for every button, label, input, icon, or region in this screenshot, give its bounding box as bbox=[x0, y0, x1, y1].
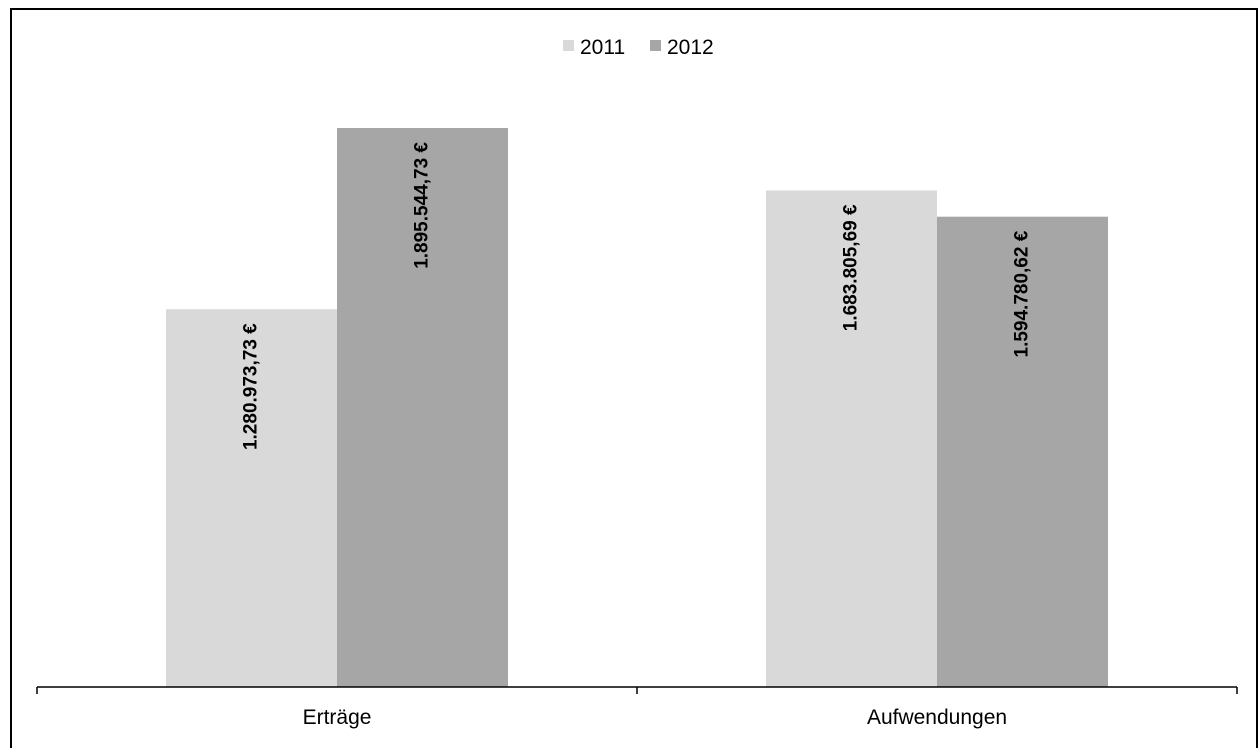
data-label: 1.895.544,73 € bbox=[412, 142, 433, 269]
category-label: Aufwendungen bbox=[867, 706, 1007, 729]
chart-frame bbox=[10, 8, 1258, 748]
legend-swatch bbox=[563, 40, 574, 51]
data-label: 1.683.805,69 € bbox=[841, 204, 862, 331]
legend-label: 2011 bbox=[580, 36, 625, 59]
data-label: 1.280.973,73 € bbox=[241, 323, 262, 450]
category-labels: Erträge Aufwendungen bbox=[303, 706, 1008, 729]
bars: 1.280.973,73 € 1.895.544,73 € 1.683.805,69… bbox=[166, 128, 1108, 688]
data-label: 1.594.780,62 € bbox=[1012, 230, 1033, 357]
legend-swatch bbox=[650, 40, 661, 51]
x-axis bbox=[36, 686, 1238, 694]
legend-label: 2012 bbox=[667, 36, 714, 59]
bar-2011-0 bbox=[166, 309, 337, 687]
bar-2011-1 bbox=[766, 190, 937, 688]
bar-2012-1 bbox=[937, 216, 1108, 687]
legend: 2011 2012 bbox=[563, 36, 714, 59]
category-label: Erträge bbox=[303, 706, 372, 729]
bar-2012-0 bbox=[337, 128, 508, 687]
